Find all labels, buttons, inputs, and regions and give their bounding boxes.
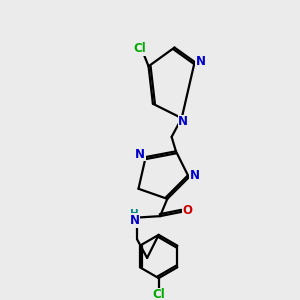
Text: N: N <box>190 169 200 182</box>
Text: N: N <box>178 116 188 128</box>
Text: N: N <box>130 214 140 227</box>
Text: Cl: Cl <box>152 288 165 300</box>
Text: N: N <box>196 55 206 68</box>
Text: O: O <box>182 204 193 217</box>
Text: H: H <box>130 209 139 219</box>
Text: Cl: Cl <box>134 43 146 56</box>
Text: N: N <box>135 148 145 161</box>
